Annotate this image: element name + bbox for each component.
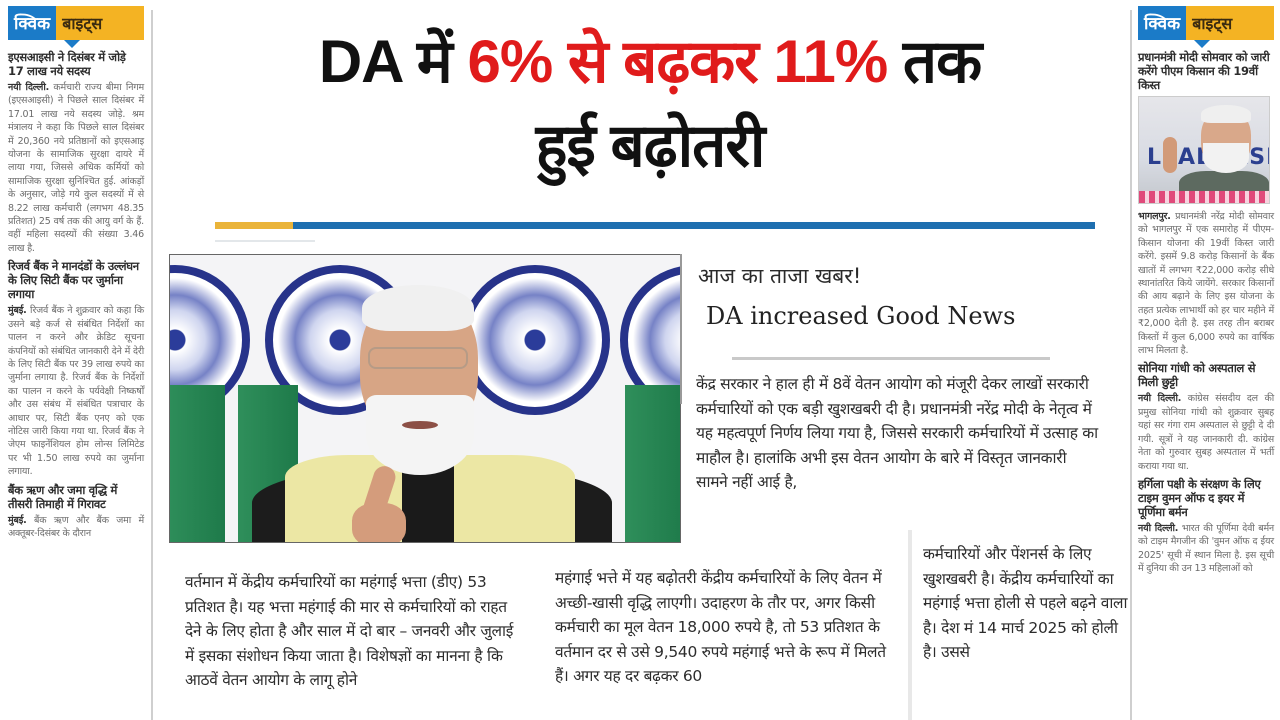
brief-text: रिजर्व बैंक ने शुक्रवार को कहा कि उसने ब… xyxy=(8,305,144,478)
aside-left-rule xyxy=(680,254,682,404)
brief-dateline: मुंबई. xyxy=(8,305,27,317)
brief-text: कांग्रेस संसदीय दल की प्रमुख सोनिया गांध… xyxy=(1138,393,1274,472)
ashoka-chakra-icon xyxy=(460,265,610,415)
aside-title: आज का ताजा खबर! xyxy=(698,264,862,288)
quick-bytes-logo: क्विक बाइट्स xyxy=(8,6,144,48)
brief-dateline: मुंबई. xyxy=(8,514,27,526)
brief-dateline: भागलपुर. xyxy=(1138,211,1171,222)
glasses-icon xyxy=(368,347,468,369)
news-brief: सोनिया गांधी को अस्पताल से मिली छुट्टी न… xyxy=(1138,361,1274,472)
article-headline: DA में 6% से बढ़कर 11% तक हुई बढ़ोतरी xyxy=(200,20,1100,188)
news-brief: हर्गिला पक्षी के संरक्षण के लिए टाइम वुम… xyxy=(1138,477,1274,576)
brand-part-bytes: बाइट्स xyxy=(56,6,144,40)
article-paragraph: केंद्र सरकार ने हाल ही में 8वें वेतन आयो… xyxy=(696,375,1098,492)
brief-text: बैंक ऋण और बैंक जमा में अक्तूबर-दिसंबर क… xyxy=(8,514,144,539)
brief-headline: हर्गिला पक्षी के संरक्षण के लिए टाइम वुम… xyxy=(1138,476,1261,519)
person-hand xyxy=(1163,137,1177,173)
speech-tail-icon xyxy=(1194,40,1210,48)
person-mouth xyxy=(402,421,438,429)
flag-green-strip xyxy=(625,385,680,542)
person-hand xyxy=(352,503,406,542)
flower-decoration xyxy=(1139,191,1269,203)
news-brief: बैंक ऋण और जमा वृद्धि में तीसरी तिमाही म… xyxy=(8,483,144,541)
brief-body: मुंबई. रिजर्व बैंक ने शुक्रवार को कहा कि… xyxy=(8,304,144,478)
article-paragraph: वर्तमान में केंद्रीय कर्मचारियों का महंग… xyxy=(185,573,514,690)
accent-blue-segment xyxy=(293,222,1095,229)
headline-text-black: DA में xyxy=(318,28,468,95)
brand-part-quick: क्विक xyxy=(1138,6,1187,40)
headline-accent-bar xyxy=(215,222,1095,229)
article-paragraph: कर्मचारियों और पेंशनर्स के लिए खुशखबरी ह… xyxy=(923,545,1128,662)
person-hair xyxy=(362,285,474,331)
article-photo xyxy=(169,254,681,543)
column-divider xyxy=(151,10,153,720)
brief-dateline: नयी दिल्ली. xyxy=(1138,522,1179,534)
brief-headline: प्रधानमंत्री मोदी सोमवार को जारी करेंगे … xyxy=(1138,50,1270,92)
aside-underline xyxy=(732,357,1050,360)
thin-rule xyxy=(215,240,315,242)
brief-headline: बैंक ऋण और जमा वृद्धि में तीसरी तिमाही म… xyxy=(8,482,118,511)
brief-body: नयी दिल्ली. कांग्रेस संसदीय दल की प्रमुख… xyxy=(1138,392,1274,472)
brief-headline: रिजर्व बैंक ने मानदंडों के उल्लंघन के लि… xyxy=(8,259,139,302)
headline-line-2: हुई बढ़ोतरी xyxy=(535,112,766,179)
brief-body: भागलपुर. प्रधानमंत्री नरेंद्र मोदी सोमवा… xyxy=(1138,210,1274,357)
brief-headline: सोनिया गांधी को अस्पताल से मिली छुट्टी xyxy=(1138,361,1256,390)
brief-text: कर्मचारी राज्य बीमा निगम (इएसआइसी) ने पि… xyxy=(8,82,144,254)
speech-tail-icon xyxy=(64,40,80,48)
headline-text-black: तक xyxy=(887,28,982,95)
brief-body: नयी दिल्ली. भारत की पूर्णिमा देवी बर्मन … xyxy=(1138,522,1274,576)
quick-bytes-logo: क्विक बाइट्स xyxy=(1138,6,1274,48)
news-brief: प्रधानमंत्री मोदी सोमवार को जारी करेंगे … xyxy=(1138,50,1274,357)
brief-photo: LEADERSHIP xyxy=(1138,96,1270,204)
main-article: DA में 6% से बढ़कर 11% तक हुई बढ़ोतरी आज… xyxy=(160,0,1128,720)
brand-part-bytes: बाइट्स xyxy=(1186,6,1274,40)
left-news-briefs-column: क्विक बाइट्स इएसआइसी ने दिसंबर में जोड़े… xyxy=(0,0,150,720)
column-divider xyxy=(908,530,912,720)
brief-body: मुंबई. बैंक ऋण और बैंक जमा में अक्तूबर-द… xyxy=(8,514,144,541)
flag-green-strip xyxy=(170,385,225,542)
column-divider xyxy=(1130,10,1132,720)
accent-yellow-segment xyxy=(215,222,293,229)
aside-subtitle: DA increased Good News xyxy=(706,302,1016,330)
article-paragraph: महंगाई भत्ते में यह बढ़ोतरी केंद्रीय कर्… xyxy=(555,569,886,686)
right-news-briefs-column: क्विक बाइट्स प्रधानमंत्री मोदी सोमवार को… xyxy=(1132,0,1280,720)
brief-body: नयी दिल्ली. कर्मचारी राज्य बीमा निगम (इए… xyxy=(8,81,144,255)
brief-text: प्रधानमंत्री नरेंद्र मोदी सोमवार को भागल… xyxy=(1138,211,1274,357)
person-hair xyxy=(1201,105,1251,123)
news-brief: रिजर्व बैंक ने मानदंडों के उल्लंघन के लि… xyxy=(8,259,144,478)
news-brief: इएसआइसी ने दिसंबर में जोड़े 17 लाख नये स… xyxy=(8,50,144,255)
brief-text: भारत की पूर्णिमा देवी बर्मन को टाइम मैगज… xyxy=(1138,522,1274,575)
headline-text-red: 6% से बढ़कर 11% xyxy=(467,28,888,95)
person-beard xyxy=(366,395,474,475)
brief-dateline: नयी दिल्ली. xyxy=(1138,393,1182,405)
person-beard xyxy=(1203,143,1249,173)
brand-part-quick: क्विक xyxy=(8,6,57,40)
brief-headline: इएसआइसी ने दिसंबर में जोड़े 17 लाख नये स… xyxy=(8,50,126,78)
brief-dateline: नयी दिल्ली. xyxy=(8,82,50,93)
